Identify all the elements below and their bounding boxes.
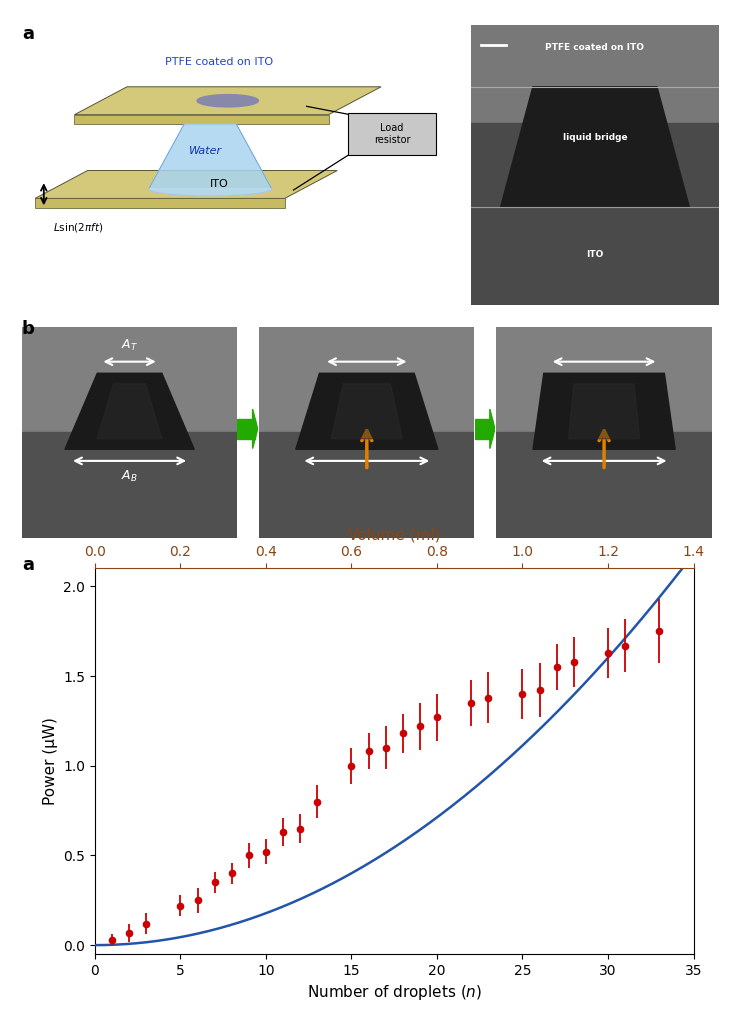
Polygon shape xyxy=(259,327,474,432)
Text: Load
resistor: Load resistor xyxy=(374,124,410,145)
Polygon shape xyxy=(237,419,255,438)
Polygon shape xyxy=(22,432,237,538)
Y-axis label: Power (μW): Power (μW) xyxy=(42,718,58,805)
Polygon shape xyxy=(74,115,328,125)
Polygon shape xyxy=(149,125,272,196)
Polygon shape xyxy=(35,199,285,208)
Polygon shape xyxy=(74,87,381,115)
Text: $A_T$: $A_T$ xyxy=(121,338,138,353)
Polygon shape xyxy=(569,384,639,438)
Polygon shape xyxy=(65,374,194,450)
Text: ITO: ITO xyxy=(586,250,604,259)
X-axis label: Volume (ml): Volume (ml) xyxy=(348,527,440,542)
Polygon shape xyxy=(22,327,237,432)
Text: PTFE coated on ITO: PTFE coated on ITO xyxy=(545,44,645,52)
Polygon shape xyxy=(259,432,474,538)
Text: Water: Water xyxy=(189,146,223,156)
Polygon shape xyxy=(471,25,719,123)
Text: PTFE coated on ITO: PTFE coated on ITO xyxy=(165,57,273,67)
Text: a: a xyxy=(22,25,34,44)
FancyBboxPatch shape xyxy=(348,114,436,155)
Polygon shape xyxy=(97,384,162,438)
Text: a: a xyxy=(22,556,34,574)
X-axis label: Number of droplets ($n$): Number of droplets ($n$) xyxy=(307,984,482,1003)
Polygon shape xyxy=(501,87,689,207)
Text: $A_B$: $A_B$ xyxy=(121,469,138,484)
Text: $L\sin(2\pi ft)$: $L\sin(2\pi ft)$ xyxy=(53,221,103,233)
Text: ITO: ITO xyxy=(210,180,228,190)
Polygon shape xyxy=(296,374,438,450)
Polygon shape xyxy=(474,419,492,438)
Polygon shape xyxy=(496,432,712,538)
Polygon shape xyxy=(496,327,712,432)
Polygon shape xyxy=(471,123,719,304)
Text: liquid bridge: liquid bridge xyxy=(563,133,627,141)
Text: b: b xyxy=(22,320,35,338)
Polygon shape xyxy=(533,374,675,450)
Polygon shape xyxy=(490,409,495,449)
Polygon shape xyxy=(197,94,258,107)
Polygon shape xyxy=(35,171,337,199)
Polygon shape xyxy=(253,409,258,449)
Polygon shape xyxy=(331,384,402,438)
Polygon shape xyxy=(149,189,272,196)
